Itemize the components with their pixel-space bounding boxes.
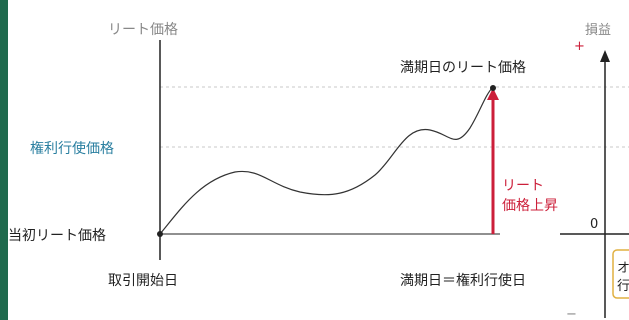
reit-price-axis-label: リート価格 [108,22,178,38]
profit-minus-label: − [566,307,577,320]
zero-label: 0 [590,217,598,232]
left-frame-bar [0,0,8,320]
initial-price-point [157,231,163,237]
maturity-price-point [490,85,496,91]
rise-label-line1: リート [502,178,544,194]
start-date-label: 取引開始日 [108,273,178,289]
maturity-price-label: 満期日のリート価格 [400,60,526,76]
price-path-curve [159,86,494,235]
maturity-date-label: 満期日＝権利行使日 [400,272,526,289]
profit-plus-label: + [574,39,585,54]
explanation-box [612,249,629,299]
profit-axis-label: 損益 [585,23,611,38]
strike-price-label: 権利行使価格 [30,140,114,157]
price-rise-arrow-icon [487,88,499,100]
explanation-box-text2: 行 [617,279,629,294]
rise-label-line2: 価格上昇 [502,198,558,214]
initial-price-label: 当初リート価格 [8,227,106,244]
explanation-box-text1: オ [617,261,629,276]
profit-axis-arrow-icon [600,50,610,62]
